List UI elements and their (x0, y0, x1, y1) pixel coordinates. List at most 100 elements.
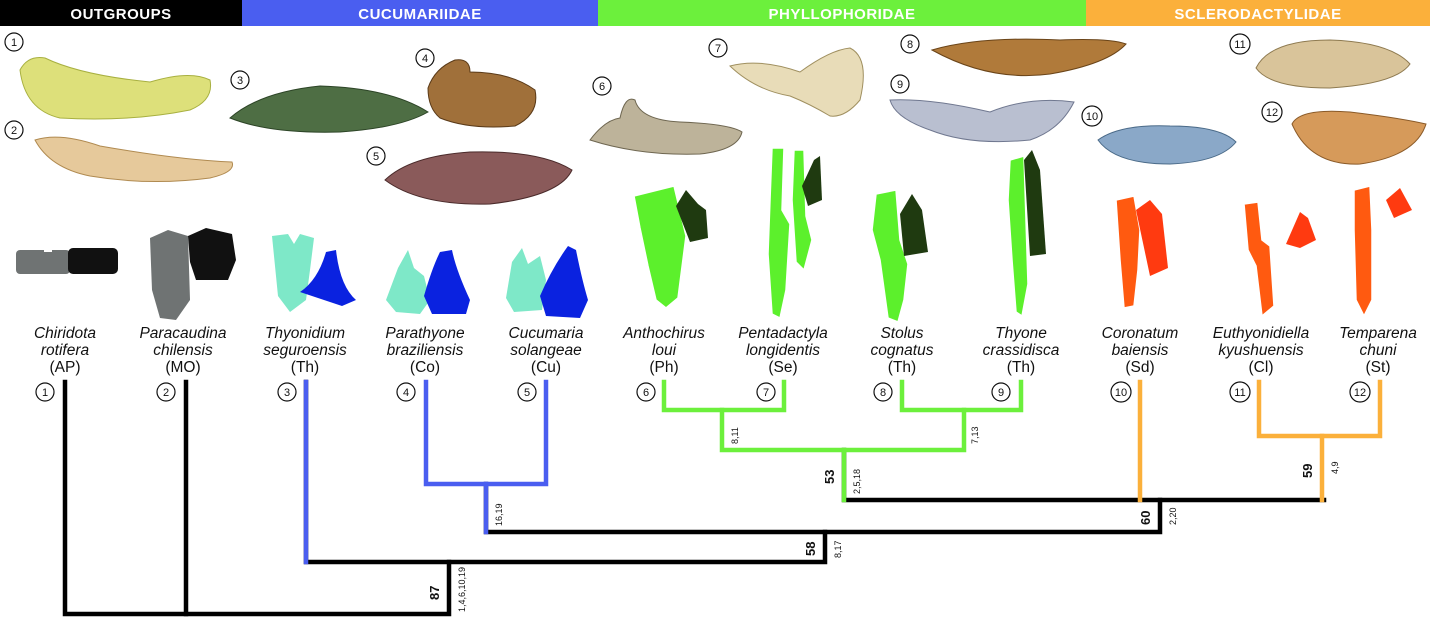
taxon-family-code: (Th) (291, 359, 319, 376)
tip-number: 2 (163, 387, 169, 399)
photo-number: 10 (1086, 111, 1098, 123)
specimen-photo-3 (229, 85, 429, 133)
family-label-sclerodactylidae: SCLERODACTYLIDAE (1174, 6, 1341, 23)
taxon-species: seguroensis (263, 342, 347, 359)
taxon-genus: Stolus (880, 325, 923, 342)
tip-number: 3 (284, 387, 290, 399)
synapomorphy-label: 4,9 (1330, 461, 1340, 474)
taxon-label-1: Chiridota rotifera (AP) (34, 325, 96, 376)
cucumariidae-band (242, 0, 598, 26)
taxon-family-code: (MO) (165, 359, 200, 376)
taxon-species: cognatus (871, 342, 934, 359)
tip-number: 10 (1115, 387, 1127, 399)
taxon-family-code: (Se) (768, 359, 797, 376)
taxon-family-code: (AP) (50, 359, 81, 376)
photo-number-circle (1229, 33, 1251, 55)
taxon-genus: Thyonidium (265, 325, 345, 342)
taxon-family-code: (Cl) (1249, 359, 1274, 376)
specimen-photo-4 (427, 59, 537, 128)
photo-number: 7 (715, 43, 721, 55)
node-annotations: 8,11 7,13 53 2,5,18 59 4,9 60 2,20 16,19… (427, 426, 1340, 612)
ossicle-1 (16, 246, 118, 274)
photo-number-circle (1261, 101, 1283, 123)
taxon-species: solangeae (510, 342, 582, 359)
tip-number-circle (35, 382, 55, 402)
ossicle-10 (1115, 195, 1168, 309)
photo-number-circle (1081, 105, 1103, 127)
synapomorphy-label: 2,20 (1168, 507, 1178, 525)
synapomorphy-label: 8,11 (730, 427, 740, 444)
taxon-genus: Temparena (1339, 325, 1417, 342)
taxon-label-6: Anthochirus loui (Ph) (622, 325, 705, 376)
ossicle-illustrations (16, 147, 1412, 324)
taxon-genus: Cucumaria (509, 325, 584, 342)
taxon-genus: Thyone (995, 325, 1047, 342)
ossicle-2 (150, 228, 236, 320)
tip-number-circle (156, 382, 176, 402)
taxon-family-code: (St) (1366, 359, 1391, 376)
tip-number-circle (873, 382, 893, 402)
taxon-species: crassidisca (983, 342, 1060, 359)
taxon-genus: Pentadactyla (738, 325, 828, 342)
sclerodactylidae-band (1086, 0, 1430, 26)
taxon-species: loui (652, 342, 677, 359)
photo-number: 8 (907, 39, 913, 51)
tip-number-circle (1110, 381, 1132, 403)
specimen-photo-6 (589, 98, 743, 155)
taxon-family-code: (Th) (888, 359, 916, 376)
photo-number: 4 (422, 53, 428, 65)
synapomorphy-label: 8,17 (833, 540, 843, 558)
taxon-family-code: (Th) (1007, 359, 1035, 376)
photo-number-circle (592, 76, 612, 96)
photo-number: 11 (1234, 39, 1245, 51)
taxon-genus: Parathyone (385, 325, 465, 342)
tip-number: 12 (1354, 387, 1366, 399)
taxon-label-8: Stolus cognatus (Th) (871, 325, 934, 376)
taxon-label-4: Parathyone braziliensis (Co) (385, 325, 465, 376)
taxon-family-code: (Co) (410, 359, 440, 376)
tip-number: 9 (998, 387, 1004, 399)
photo-number-circle (415, 48, 435, 68)
photo-number-circle (366, 146, 386, 166)
tip-number-circle (636, 382, 656, 402)
ossicle-11 (1243, 201, 1316, 318)
taxon-genus: Anthochirus (622, 325, 705, 342)
branch-root (62, 379, 452, 617)
tip-number-circle (1349, 381, 1371, 403)
tip-number: 11 (1234, 387, 1245, 399)
photo-number-circle (4, 32, 24, 52)
specimen-photo-7 (729, 47, 864, 117)
taxon-genus: Euthyonidiella (1213, 325, 1310, 342)
tip-number: 4 (403, 387, 409, 399)
taxon-species: braziliensis (387, 342, 464, 359)
taxon-species: rotifera (41, 342, 90, 359)
tip-number: 6 (643, 387, 649, 399)
taxon-label-12: Temparena chuni (St) (1339, 325, 1417, 376)
photo-number-circle (890, 74, 910, 94)
tip-number-circle (756, 382, 776, 402)
synapomorphy-label: 1,4,6,10,19 (457, 567, 467, 612)
specimen-photo-10 (1097, 125, 1237, 165)
tip-number: 5 (524, 387, 530, 399)
tip-number: 8 (880, 387, 886, 399)
family-header: OUTGROUPS CUCUMARIIDAE PHYLLOPHORIDAE SC… (0, 0, 1430, 26)
photo-number: 2 (11, 125, 17, 137)
photo-number: 5 (373, 151, 379, 163)
branch-phyllophoridae (719, 407, 967, 453)
bootstrap-value: 59 (1300, 464, 1315, 478)
family-label-cucumariidae: CUCUMARIIDAE (358, 6, 482, 23)
photo-number-circle (900, 34, 920, 54)
branch-phyllo-sclero (841, 447, 1327, 503)
bootstrap-value: 60 (1138, 511, 1153, 525)
tip-number-circle (991, 382, 1011, 402)
taxon-label-3: Thyonidium seguroensis (Th) (263, 325, 347, 376)
ossicle-5 (506, 246, 588, 318)
photo-number: 3 (237, 75, 243, 87)
photo-numbers: 1 2 3 4 5 6 7 8 9 10 11 12 (4, 32, 1283, 166)
bootstrap-value: 53 (822, 470, 837, 484)
taxon-genus: Coronatum (1102, 325, 1179, 342)
taxon-family-code: (Ph) (649, 359, 678, 376)
specimen-photo-1 (19, 57, 212, 120)
taxon-label-2: Paracaudina chilensis (MO) (139, 325, 226, 376)
taxon-species: longidentis (746, 342, 820, 359)
